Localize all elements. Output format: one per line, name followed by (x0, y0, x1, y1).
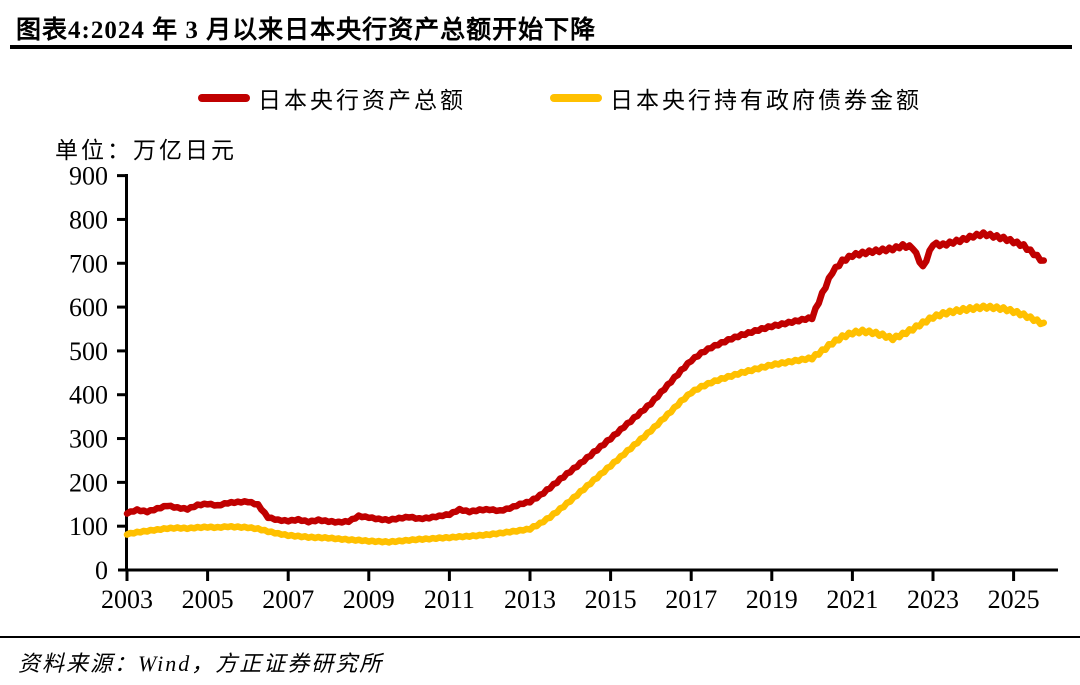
page-title: 图表4:2024 年 3 月以来日本央行资产总额开始下降 (16, 17, 597, 44)
source-separator (0, 636, 1080, 638)
legend-label-total-assets: 日本央行资产总额 (258, 88, 466, 113)
legend-swatch-gov-bonds (550, 94, 602, 102)
legend-label-gov-bonds: 日本央行持有政府债券金额 (610, 88, 922, 113)
x-tick-label: 2025 (988, 585, 1040, 614)
x-tick-label: 2013 (504, 585, 556, 614)
x-tick-label: 2007 (262, 585, 314, 614)
source-note: 资料来源：Wind，方正证券研究所 (18, 651, 384, 676)
y-tick-label: 400 (69, 381, 108, 410)
series-line-1 (123, 302, 1048, 546)
y-tick-label: 800 (69, 205, 108, 234)
x-tick-label: 2011 (424, 585, 475, 614)
legend-item-gov-bonds: 日本央行持有政府债券金额 (550, 84, 922, 113)
x-tick-label: 2021 (826, 585, 878, 614)
y-tick-label: 500 (69, 337, 108, 366)
y-tick-label: 600 (69, 293, 108, 322)
legend-item-total-assets: 日本央行资产总额 (198, 84, 466, 113)
x-tick-label: 2015 (585, 585, 637, 614)
x-tick-label: 2009 (343, 585, 395, 614)
x-tick-label: 2023 (907, 585, 959, 614)
y-tick-label: 700 (69, 249, 108, 278)
y-tick-label: 0 (95, 556, 108, 585)
y-tick-label: 300 (69, 425, 108, 454)
x-tick-label: 2019 (746, 585, 798, 614)
x-tick-label: 2005 (182, 585, 234, 614)
series-line-0 (123, 229, 1048, 526)
y-tick-label: 200 (69, 468, 108, 497)
unit-label: 单位：万亿日元 (55, 138, 237, 163)
y-tick-label: 900 (69, 162, 108, 191)
x-tick-label: 2017 (665, 585, 717, 614)
legend-swatch-total-assets (198, 94, 250, 102)
y-tick-label: 100 (69, 512, 108, 541)
x-tick-label: 2003 (101, 585, 153, 614)
title-separator (10, 45, 1072, 49)
